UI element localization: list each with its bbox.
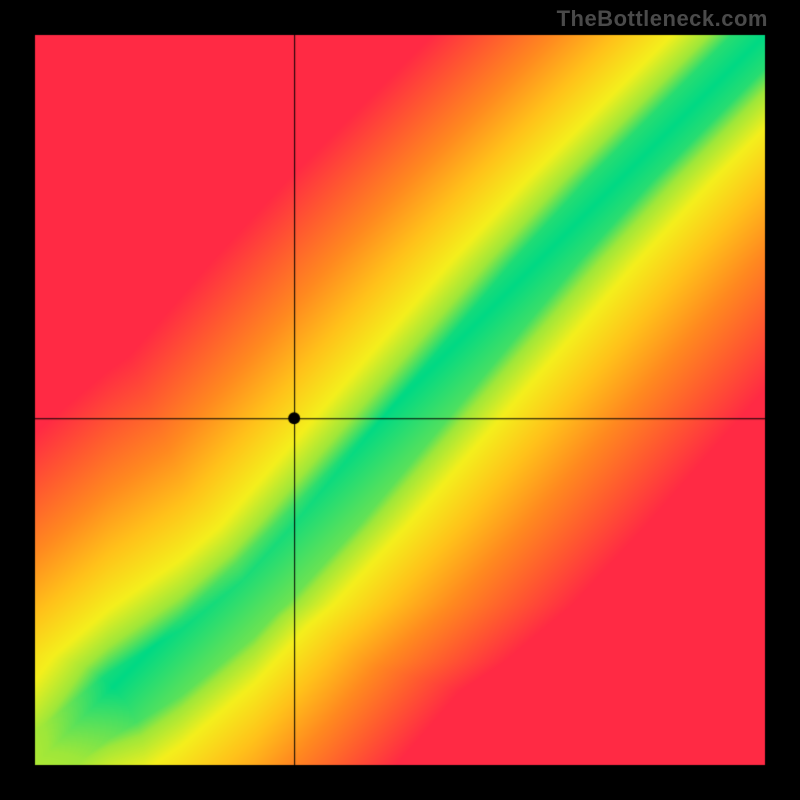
bottleneck-heatmap [0, 0, 800, 800]
chart-container: TheBottleneck.com [0, 0, 800, 800]
watermark-label: TheBottleneck.com [557, 6, 768, 32]
